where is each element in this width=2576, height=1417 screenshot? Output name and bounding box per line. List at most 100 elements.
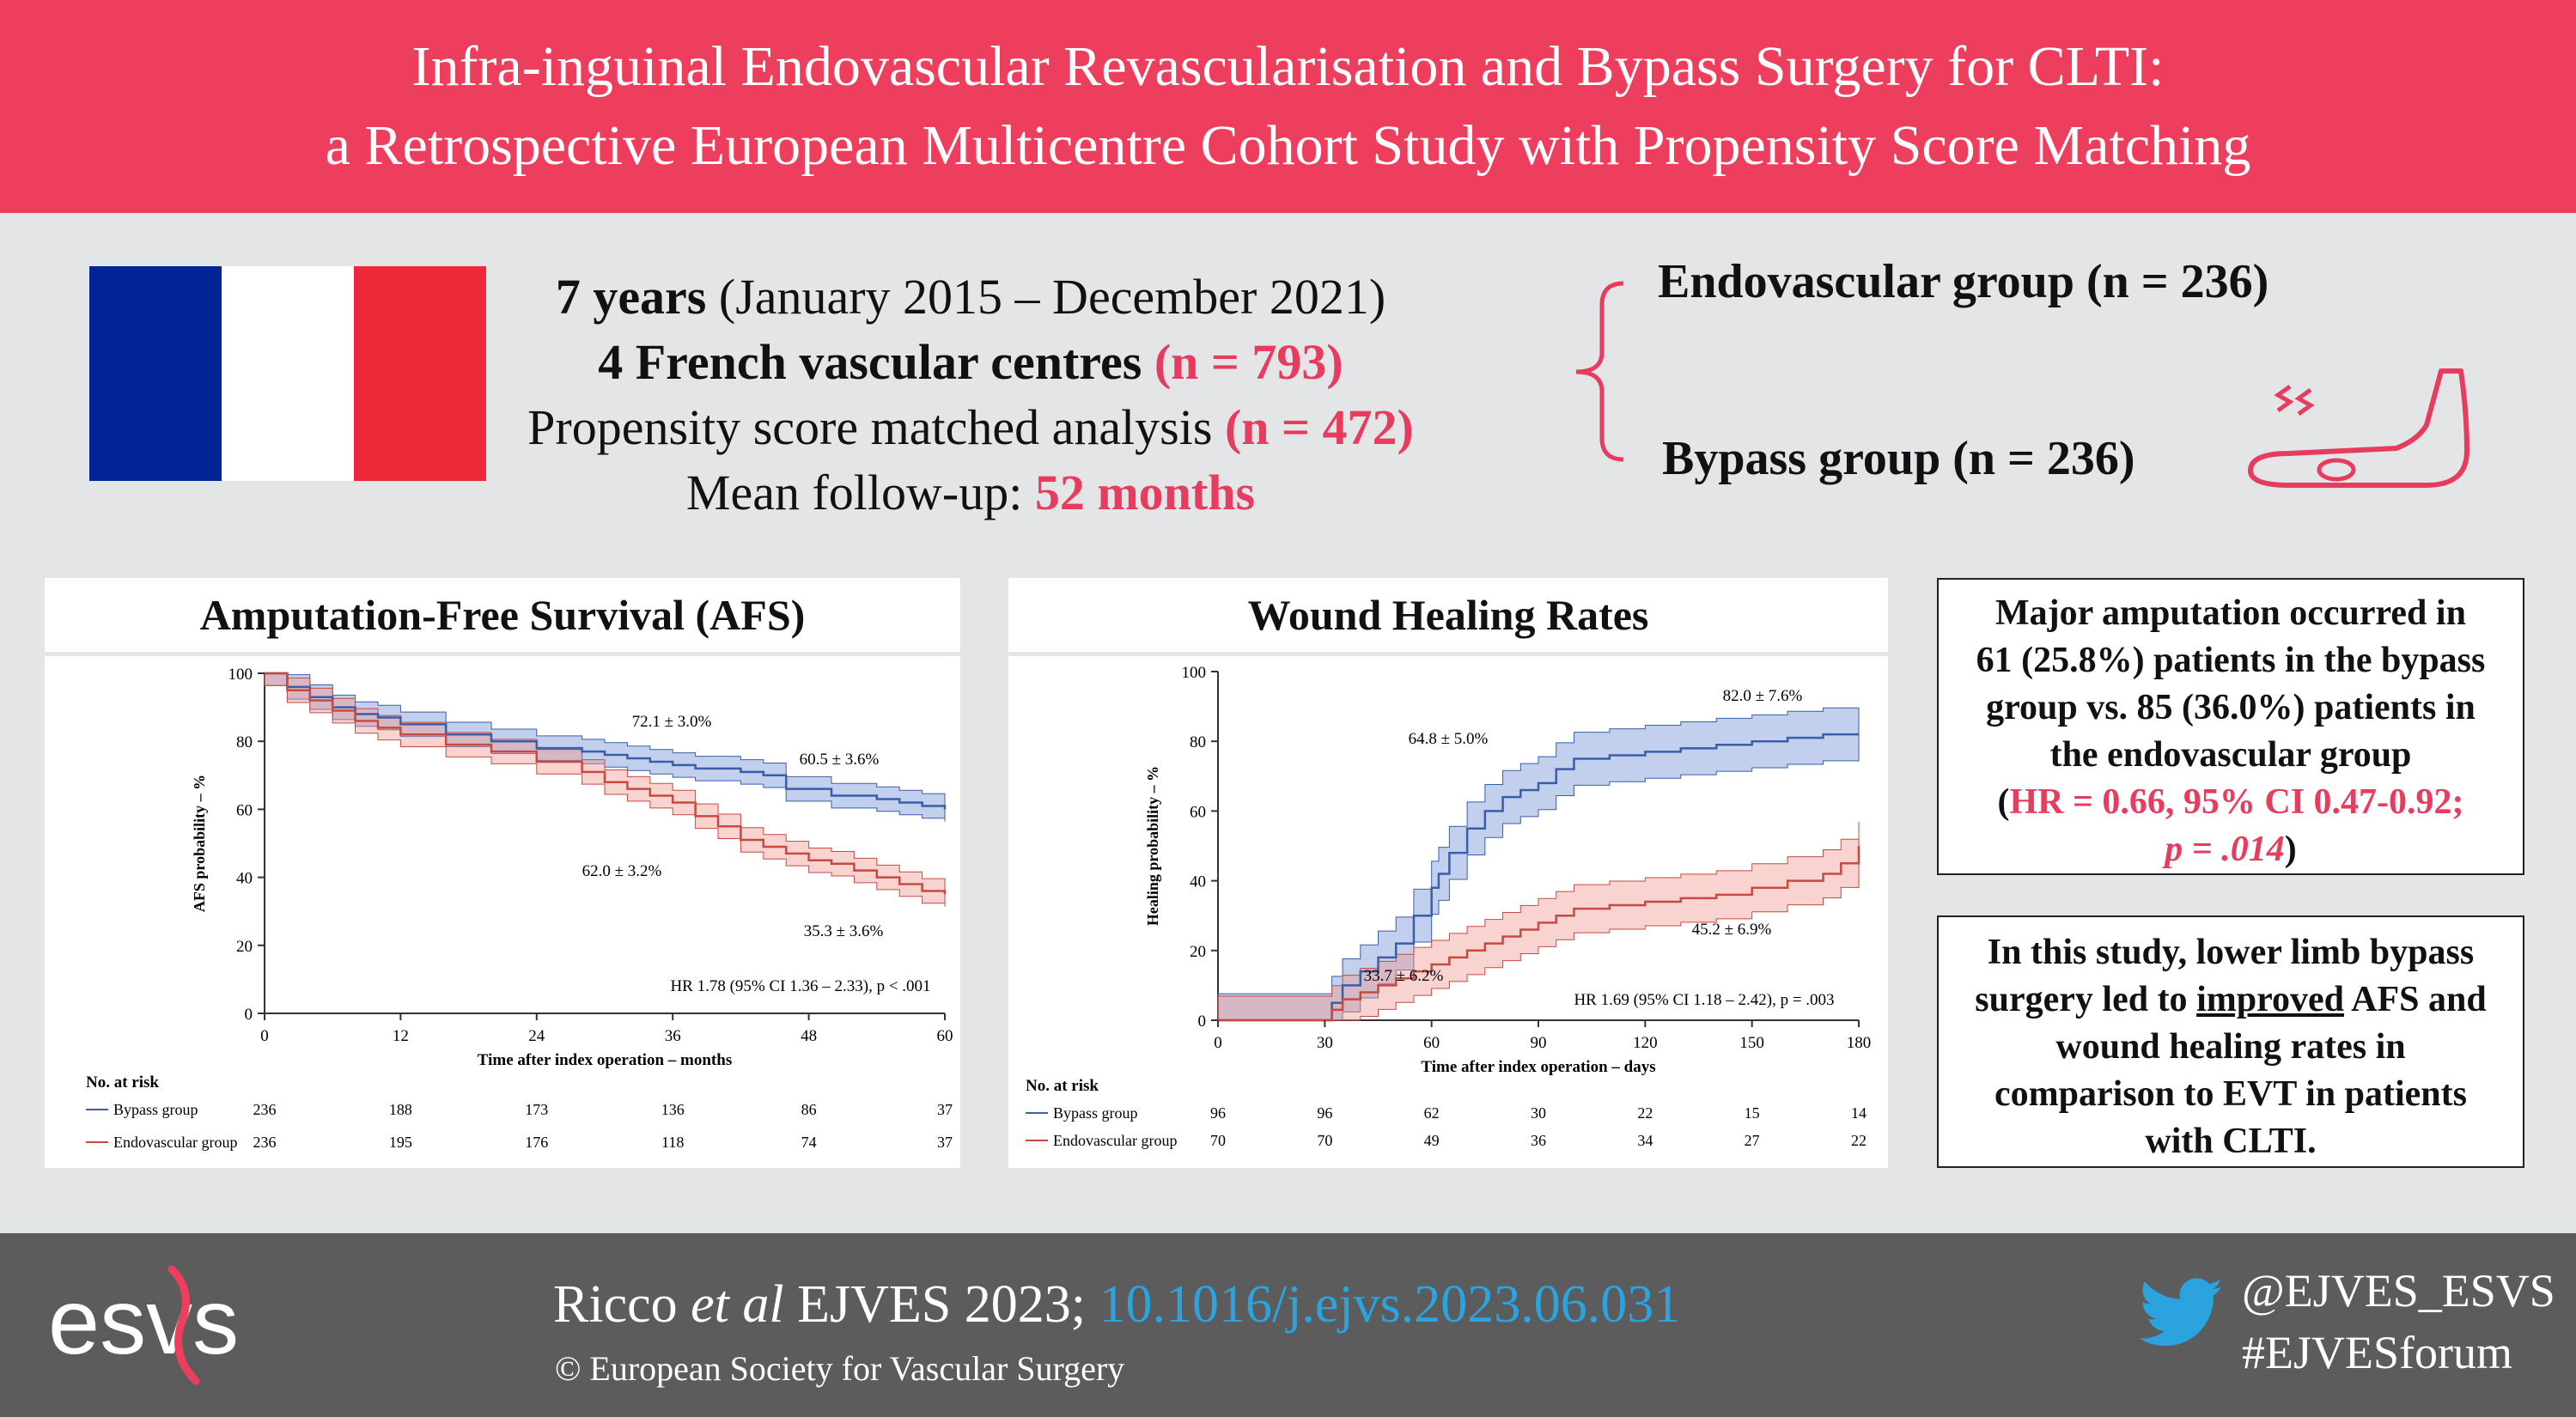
brace-icon [1575,281,1624,462]
risk-value: 27 [1745,1132,1760,1149]
risk-value: 49 [1424,1132,1440,1149]
x-tick-label: 60 [937,1027,953,1045]
conclusion-text: AFS and [2343,980,2487,1019]
risk-row-label: Endovascular group [1053,1132,1177,1149]
survival-annotation: 45.2 ± 6.9% [1692,921,1772,939]
bypass-group-label: Bypass group (n = 236) [1662,432,2135,485]
endovascular-group-label: Endovascular group (n = 236) [1658,255,2269,308]
y-axis-label: AFS probability – % [191,775,208,912]
afs-chart: 0 20 40 60 80 100 0 12 24 36 48 60 Time after index … [86,666,953,1151]
x-tick-label: 180 [1847,1034,1872,1052]
wound-chart: 0 20 40 60 80 100 0 30 60 90 120 150 180 Time after i… [1026,664,1872,1149]
result-line: Major amputation occurred in [1995,593,2466,633]
centres-n: (n = 793) [1154,334,1343,390]
matched-label: Propensity score matched analysis [527,399,1225,455]
risk-value: 86 [801,1101,817,1118]
conclusion-underline: improved [2196,980,2344,1019]
hashtag[interactable]: #EJVESforum [2242,1327,2512,1378]
conclusion-box: In this study, lower limb bypass surgery… [1937,915,2524,1168]
series-line-endovascular [265,672,947,895]
study-centres: 4 French vascular centres (n = 793) [498,330,1443,395]
survival-annotation: 33.7 ± 6.2% [1364,967,1444,985]
conclusion-line: with CLTI. [2145,1122,2317,1161]
twitter-bird-icon[interactable] [2139,1278,2225,1348]
y-tick-label: 20 [1190,943,1206,961]
esvs-logo: esvs [48,1265,239,1385]
y-tick-label: 80 [236,733,253,751]
risk-row-label: Endovascular group [113,1134,237,1151]
survival-annotation: 82.0 ± 7.6% [1723,687,1803,705]
risk-value: 188 [389,1101,412,1118]
risk-value: 176 [525,1134,548,1151]
conclusion-line: comparison to EVT in patients [1994,1074,2467,1114]
risk-value: 34 [1637,1132,1653,1149]
x-axis-label: Time after index operation – days [1421,1058,1655,1076]
x-tick-label: 30 [1317,1034,1333,1052]
matched-n: (n = 472) [1224,399,1414,455]
study-followup: Mean follow-up: 52 months [498,460,1443,526]
title-line-1: Infra-inguinal Endovascular Revascularis… [411,35,2165,98]
risk-value: 96 [1210,1104,1226,1122]
centres-count: 4 French vascular centres [598,334,1154,390]
result-p-line: p = .014) [1939,826,2523,873]
result-p: p = .014 [2165,830,2285,869]
afs-chart-panel: 0 20 40 60 80 100 0 12 24 36 48 60 Time after index … [45,656,960,1168]
conclusion-line: surgery led to improved AFS and [1939,976,2523,1024]
y-tick-label: 40 [236,870,253,888]
y-tick-label: 100 [228,666,253,684]
risk-value: 236 [253,1101,277,1118]
survival-annotation: 64.8 ± 5.0% [1409,730,1489,748]
risk-value: 96 [1317,1104,1332,1122]
doi-link[interactable]: 10.1016/j.ejvs.2023.06.031 [1099,1275,1681,1334]
x-tick-label: 120 [1633,1034,1658,1052]
esvs-logo-text: esvs [48,1269,239,1373]
y-tick-label: 0 [245,1006,253,1024]
flag-red-stripe [354,266,486,481]
study-dates: (January 2015 – December 2021) [706,269,1386,325]
citation-journal: EJVES 2023; [783,1275,1099,1334]
paren-open: ( [1997,782,2010,822]
risk-row-label: Bypass group [113,1101,198,1118]
conclusion-line: wound healing rates in [2055,1027,2406,1067]
amputation-result-box: Major amputation occurred in 61 (25.8%) … [1937,578,2524,875]
risk-value: 37 [937,1101,953,1118]
result-hr-line: (HR = 0.66, 95% CI 0.47-0.92; [1939,779,2523,826]
footer: esvs Ricco et al EJVES 2023; 10.1016/j.e… [0,1233,2576,1417]
series-line-bypass [1218,733,1859,1022]
x-tick-label: 150 [1739,1034,1764,1052]
twitter-handle[interactable]: @EJVES_ESVS [2242,1265,2555,1317]
risk-value: 70 [1210,1132,1226,1149]
copyright: © European Society for Vascular Surgery [555,1349,1125,1388]
survival-annotation: 72.1 ± 3.0% [632,713,712,731]
x-tick-label: 0 [1214,1034,1222,1052]
x-tick-label: 0 [260,1027,269,1045]
conclusion-line: In this study, lower limb bypass [1987,933,2475,972]
risk-value: 36 [1531,1132,1546,1149]
survival-annotation: 60.5 ± 3.6% [800,751,880,769]
x-tick-label: 48 [801,1027,817,1045]
followup-value: 52 months [1034,465,1256,520]
result-line: 61 (25.8%) patients in the bypass [1976,641,2486,680]
french-flag-icon [89,266,486,481]
risk-row-label: Bypass group [1053,1104,1138,1122]
x-tick-label: 36 [665,1027,681,1045]
flag-white-stripe [222,266,354,481]
result-line: the endovascular group [2049,735,2412,775]
risk-value: 195 [389,1134,412,1151]
y-tick-label: 60 [236,801,253,819]
study-period: 7 years (January 2015 – December 2021) [498,265,1443,330]
risk-value: 37 [937,1134,953,1151]
risk-table-header: No. at risk [1026,1077,1099,1095]
wound-title: Wound Healing Rates [1247,591,1649,639]
risk-value: 74 [801,1134,817,1151]
study-matched: Propensity score matched analysis (n = 4… [498,395,1443,460]
paren-close: ) [2284,830,2297,869]
survival-annotation: 35.3 ± 3.6% [804,922,884,940]
risk-value: 173 [525,1101,548,1118]
risk-value: 14 [1851,1104,1867,1122]
y-tick-label: 80 [1190,733,1206,751]
flag-blue-stripe [89,266,222,481]
followup-label: Mean follow-up: [685,465,1035,520]
x-tick-label: 24 [528,1027,545,1045]
risk-value: 136 [661,1101,685,1118]
